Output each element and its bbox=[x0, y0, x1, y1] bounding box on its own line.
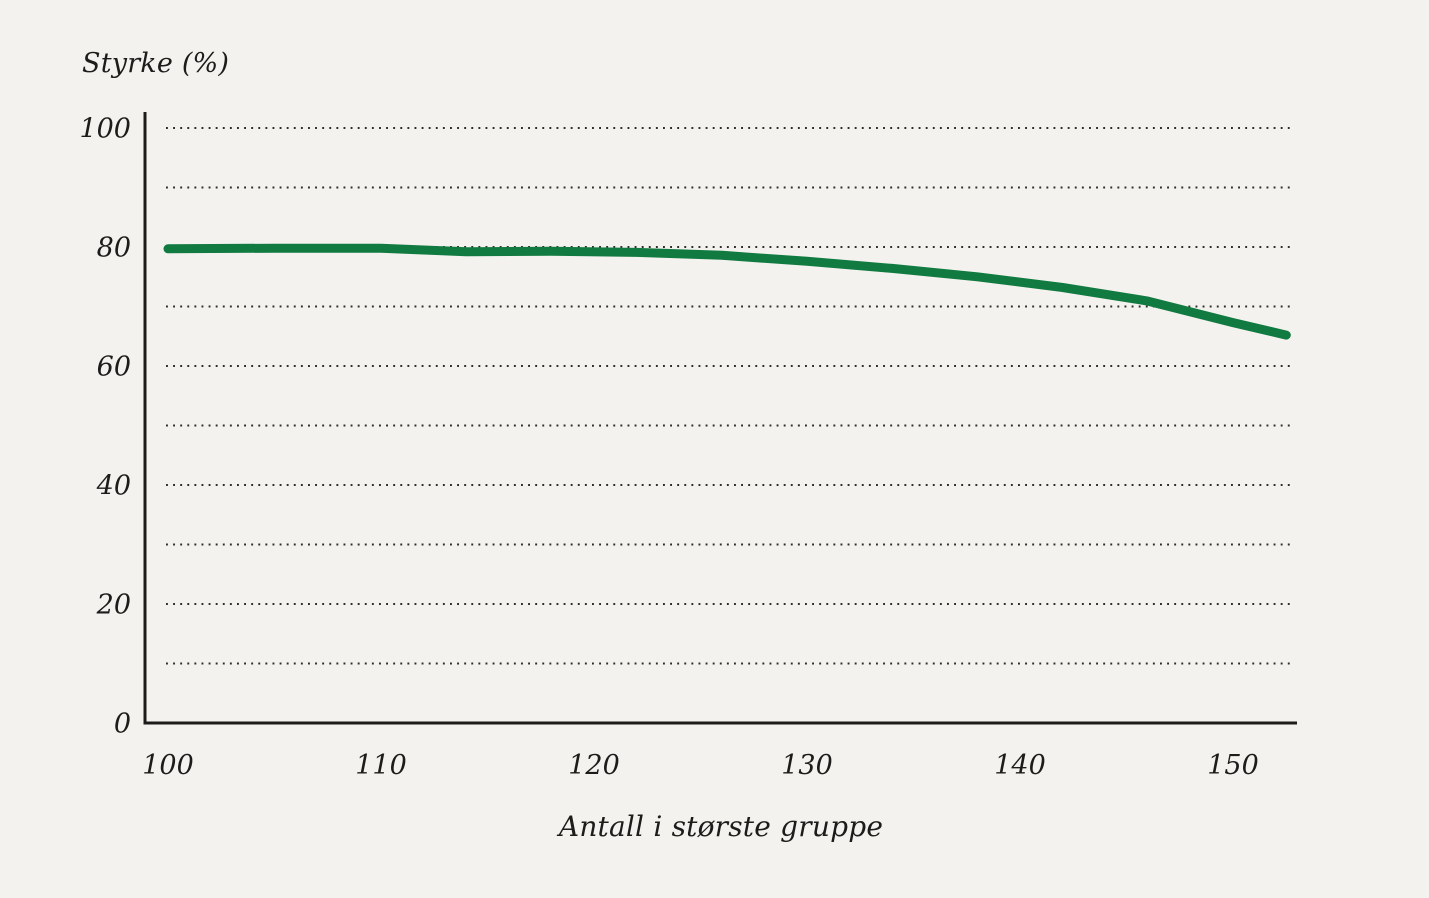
x-tick-label: 130 bbox=[781, 750, 833, 781]
y-axis-title: Styrke (%) bbox=[82, 48, 230, 79]
y-tick-label: 100 bbox=[79, 114, 131, 145]
y-tick-label: 60 bbox=[97, 352, 131, 383]
x-axis-title: Antall i største gruppe bbox=[558, 810, 884, 843]
y-tick-label: 40 bbox=[96, 471, 131, 502]
series-line bbox=[163, 243, 1291, 340]
x-tick-label: 110 bbox=[355, 750, 407, 781]
x-tick-label: 140 bbox=[994, 750, 1046, 781]
y-tick-label: 0 bbox=[114, 709, 131, 740]
y-tick-label: 20 bbox=[96, 590, 131, 621]
x-tick-label: 120 bbox=[568, 750, 620, 781]
x-tick-label: 150 bbox=[1207, 750, 1259, 781]
x-tick-label: 100 bbox=[142, 750, 194, 781]
y-tick-label: 80 bbox=[97, 233, 131, 264]
